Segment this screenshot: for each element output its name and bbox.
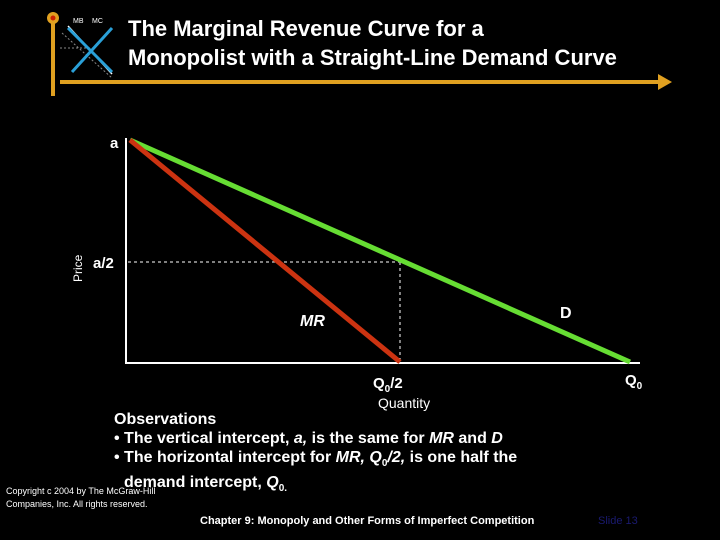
mr-label: MR: [300, 313, 325, 330]
title-line-2: Monopolist with a Straight-Line Demand C…: [128, 45, 617, 70]
obs3-sub: 0.: [278, 483, 288, 495]
obs1-text-a: • The vertical intercept,: [114, 430, 294, 447]
copyright-line-2: Companies, Inc. All rights reserved.: [6, 499, 148, 509]
title-line-1: The Marginal Revenue Curve for a: [128, 16, 484, 41]
slide-number: Slide 13: [598, 515, 638, 527]
obs1-text-e: and: [453, 430, 492, 447]
a-label: a: [110, 135, 119, 152]
q0-label: Q0: [625, 372, 643, 392]
obs1-text-c: is the same for: [307, 430, 430, 447]
copyright-notice: Copyright c 2004 by The McGraw-Hill Comp…: [6, 485, 196, 511]
obs2-sub: 0: [381, 458, 388, 470]
observation-1: • The vertical intercept, a, is the same…: [114, 429, 584, 448]
y-axis-label: Price: [71, 254, 85, 282]
obs2-text-b: MR, Q: [335, 449, 382, 466]
logo-mb-text: MB: [73, 18, 84, 25]
a-half-label: a/2: [93, 255, 114, 272]
observation-2-cont: demand intercept, Q0.: [114, 473, 584, 498]
logo-vertical-bar: [51, 16, 55, 96]
x-axis-label: Quantity: [378, 395, 430, 411]
observations-block: Observations • The vertical intercept, a…: [114, 410, 584, 498]
logo-blue-diagonal-2: [66, 26, 114, 74]
mr-curve: [128, 138, 402, 364]
demand-curve: [128, 137, 632, 365]
obs3-text-a: demand intercept,: [124, 474, 267, 492]
mb-mc-logo: MB MC: [47, 12, 114, 96]
obs2-text-d: is one half the: [405, 449, 518, 466]
logo-mc-text: MC: [92, 18, 103, 25]
observations-heading: Observations: [114, 411, 217, 428]
obs1-text-f: D: [491, 430, 503, 447]
logo-circle-dot: [50, 15, 56, 21]
slide-title: The Marginal Revenue Curve for a Monopol…: [128, 14, 708, 72]
d-label: D: [560, 305, 572, 322]
copyright-line-1: Copyright c 2004 by The McGraw-Hill: [6, 486, 156, 496]
obs1-text-d: MR: [429, 430, 454, 447]
title-arrow-head: [658, 74, 672, 90]
obs1-text-b: a,: [293, 430, 308, 447]
obs3-text-b: Q: [266, 474, 279, 492]
obs2-text-a: • The horizontal intercept for: [114, 449, 336, 466]
chapter-footer: Chapter 9: Monopoly and Other Forms of I…: [200, 515, 535, 527]
q0-half-label: Q0/2: [373, 375, 403, 395]
observation-2: • The horizontal intercept for MR, Q0/2,…: [114, 448, 584, 473]
obs2-text-c: /2,: [387, 449, 406, 466]
